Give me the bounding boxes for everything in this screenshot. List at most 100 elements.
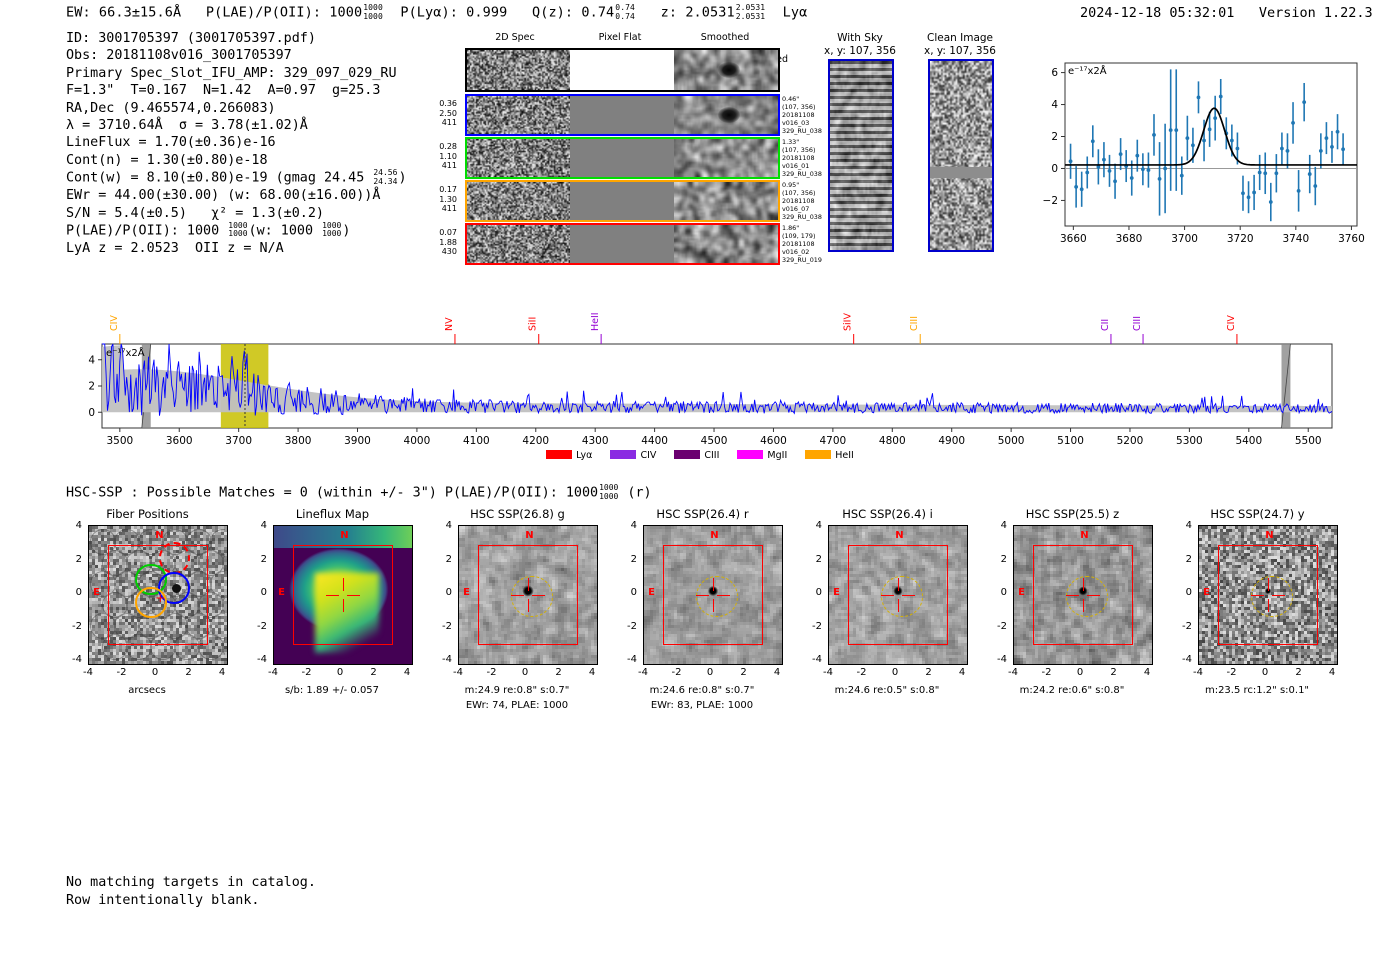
fiber-circle-3[interactable] — [135, 587, 167, 619]
info-plae-range: 1000 1000 — [228, 220, 248, 239]
cutout-4-subtitle-1: m:24.6 re:0.5" s:0.8" — [834, 685, 940, 696]
svg-text:5000: 5000 — [998, 435, 1025, 447]
cutout-1-title: Lineflux Map — [295, 507, 370, 521]
legend-item-mgii: MgII — [737, 450, 787, 461]
full-spectrum-plot: 3500 3600 3700 3800 3900 4000 4100 4200 4300 4400… — [60, 300, 1340, 475]
svg-text:4200: 4200 — [522, 435, 549, 447]
spec2d-row-0 — [465, 48, 780, 92]
cutout-2-xtick-2: 0 — [521, 667, 529, 678]
cutout-2-red-box — [478, 545, 578, 645]
info-line-7: Cont(n) = 1.30(±0.80)e-18 — [66, 152, 268, 168]
cutout-4-crosshair-h2 — [902, 595, 915, 597]
cutout-2-subtitle-2: EWr: 74, PLAE: 1000 — [465, 700, 569, 711]
cutout-1-crosshair-v2 — [343, 599, 345, 612]
two-d-spectrum-panel: 2D Spec Pixel Flat Smoothed Weighted Sum… — [430, 32, 822, 265]
cutout-panel-4[interactable]: HSC SSP(26.4) i N E 4 2 0 -2 -4 -4 -2 0 2 4 m:24.6 re… — [800, 507, 975, 700]
info-line-12: LyA z = 2.0523 OII z = N/A — [66, 240, 284, 256]
cutout-panel-3[interactable]: HSC SSP(26.4) r N E 4 2 0 -2 -4 -4 -2 0 2 4 m:24.6 re… — [615, 507, 790, 711]
cutout-4-red-box — [848, 545, 948, 645]
cell-2d-spec — [467, 96, 570, 134]
cutout-3-aperture-circle — [696, 575, 738, 618]
cutout-4-xtick-3: 2 — [925, 667, 932, 678]
cutout-6-xtick-0: -4 — [1193, 667, 1203, 678]
cutout-6-ytick-0: 4 — [1185, 520, 1192, 531]
header-z-range: 2.0531 2.0531 — [735, 3, 766, 21]
cutout-2-title: HSC SSP(26.8) g — [470, 507, 565, 521]
cutout-4-title: HSC SSP(26.4) i — [842, 507, 933, 521]
cell-2d-spec — [467, 139, 570, 177]
spec2d-row-4-values: 0.07 1.88 430 — [439, 228, 457, 256]
cutout-panel-1[interactable]: Lineflux Map N E 4 2 0 -2 -4 -4 -2 0 2 4 s/b: 1.89 +/… — [245, 507, 420, 700]
svg-text:0: 0 — [1051, 163, 1058, 175]
cutout-1-ytick-1: 2 — [260, 553, 267, 565]
legend-label-heii: HeII — [835, 450, 854, 461]
info-line-10: S/N = 5.4(±0.5) χ² = 1.3(±0.2) — [66, 205, 324, 221]
spec2d-row-3-values: 0.17 1.30 411 — [439, 185, 457, 213]
cutout-3-subtitle-2: EWr: 83, PLAE: 1000 — [650, 700, 754, 711]
compass-north: N — [155, 530, 164, 542]
cell-pixel-flat — [570, 139, 674, 177]
cutout-1-crosshair-h2 — [347, 595, 360, 597]
cutout-2-source — [522, 585, 534, 597]
cutout-panel-0[interactable]: Fiber Positions + N E 4 2 0 -2 -4 -4 -2 0 2 4 arcsecs — [60, 507, 235, 700]
spec2d-row-2-meta: 1.33" (107, 356) 20181108 v016_01 329_RU… — [782, 138, 822, 179]
cutout-6-ytick-1: 2 — [1185, 553, 1192, 565]
cutout-4-crosshair-h — [881, 595, 894, 597]
cutout-4-source — [893, 586, 903, 596]
svg-text:3600: 3600 — [166, 435, 193, 447]
cutout-6-source — [1265, 587, 1271, 594]
cutout-2-ytick-4: -4 — [442, 654, 452, 665]
cutout-1-red-box — [293, 545, 393, 645]
cutout-1-xtick-3: 2 — [370, 667, 377, 678]
cutout-6-red-box — [1218, 545, 1318, 645]
cutout-2-aperture-circle — [511, 575, 553, 618]
cutout-5-crosshair-v — [1083, 578, 1085, 591]
legend-swatch-heii — [805, 450, 832, 459]
cutout-6-xtick-2: 0 — [1261, 667, 1269, 678]
cutout-panel-5[interactable]: HSC SSP(25.5) z N E 4 2 0 -2 -4 -4 -2 0 2 4 m:24.2 re… — [985, 507, 1160, 700]
emission-line-plot: 3660 3680 3700 3720 3740 3760 −2 0 2 4 6 e⁻¹⁷x2Å — [1025, 45, 1365, 260]
spec2d-row-3 — [465, 180, 780, 222]
gmag-close: ) — [398, 170, 407, 186]
cutout-3-subtitle-1: m:24.6 re:0.8" s:0.7" — [649, 685, 755, 696]
cell-pixel-flat — [570, 225, 674, 263]
info-plae-w-range: 1000 1000 — [322, 220, 342, 239]
cutout-0-image[interactable]: + N E — [88, 525, 228, 665]
footer-message: No matching targets in catalog. Row inte… — [66, 874, 316, 910]
cutout-panel-2[interactable]: HSC SSP(26.8) g N E 4 2 0 -2 -4 -4 -2 0 2 4 m:24.9 re… — [430, 507, 605, 711]
cutout-3-crosshair-v — [713, 578, 715, 591]
cutout-1-xtick-0: -4 — [268, 667, 278, 678]
report-timestamp: 2024-12-18 05:32:01 — [1080, 5, 1235, 21]
cutout-0-ytick-3: -2 — [72, 620, 82, 632]
sky-clean-cutouts: With Sky x, y: 107, 356 Clean Image x, y: 1… — [820, 32, 1020, 252]
cutout-6-crosshair-v — [1268, 578, 1270, 591]
info-line-3: F=1.3" T=0.167 N=1.42 A=0.97 g=25.3 — [66, 83, 381, 99]
svg-text:3660: 3660 — [1060, 233, 1087, 245]
cutout-5-crosshair-v2 — [1083, 599, 1085, 612]
hsc-summary-suffix: (r) — [627, 485, 652, 501]
svg-text:4100: 4100 — [463, 435, 490, 447]
cutout-0-title: Fiber Positions — [106, 507, 189, 521]
cutout-5-ytick-3: -2 — [997, 620, 1007, 632]
cutout-6-xtick-3: 2 — [1295, 667, 1302, 678]
header-ew: EW: 66.3±15.6Å — [66, 4, 182, 21]
cutout-2-xtick-1: -2 — [486, 667, 497, 678]
cutout-3-xtick-0: -4 — [638, 667, 648, 678]
svg-text:4: 4 — [1051, 99, 1058, 111]
cutout-panel-6[interactable]: HSC SSP(24.7) y N E 4 2 0 -2 -4 -4 -2 0 2 4 m:23.5 rc… — [1170, 507, 1345, 700]
cutout-5-ytick-1: 2 — [1000, 553, 1007, 565]
cutout-5-xtick-4: 4 — [1143, 667, 1151, 678]
legend-swatch-civ — [610, 450, 637, 459]
svg-text:4800: 4800 — [879, 435, 906, 447]
fiber-circle-2[interactable] — [158, 572, 190, 604]
col-head-2dspec: 2D Spec — [495, 32, 535, 43]
cutout-3-ytick-4: -4 — [627, 654, 637, 665]
emission-blob — [717, 62, 740, 78]
cell-smoothed — [674, 225, 778, 263]
